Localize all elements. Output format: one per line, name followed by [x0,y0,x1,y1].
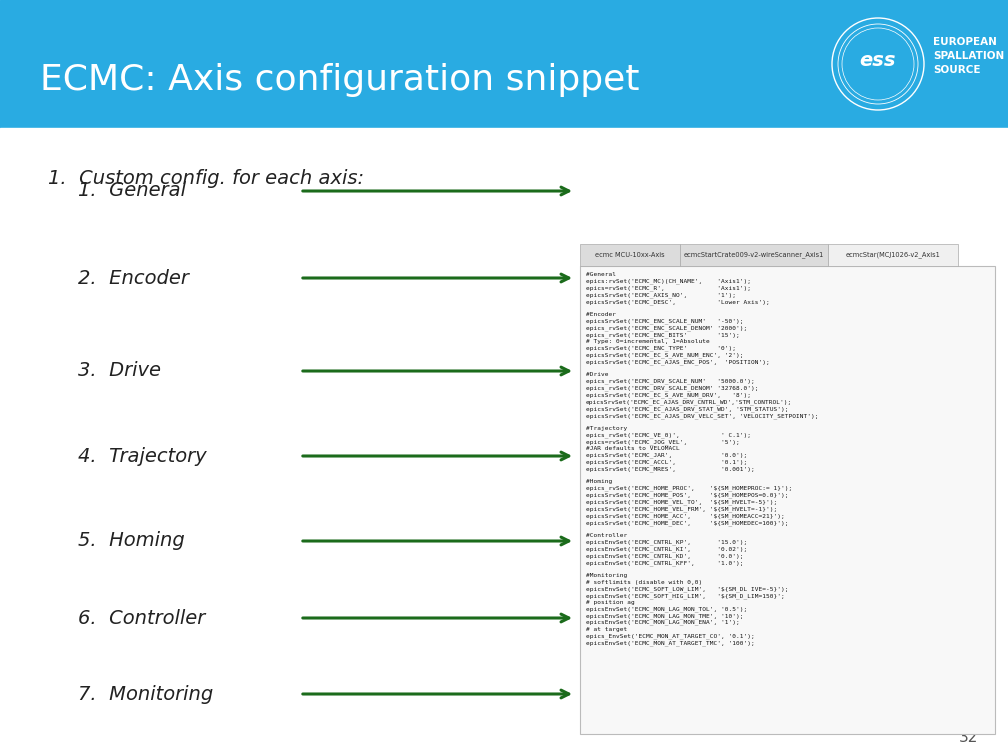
Text: ecmc MCU-10xx-Axis: ecmc MCU-10xx-Axis [595,252,665,258]
Text: EUROPEAN
SPALLATION
SOURCE: EUROPEAN SPALLATION SOURCE [933,37,1004,75]
Text: 3.  Drive: 3. Drive [78,361,161,380]
Text: 7.  Monitoring: 7. Monitoring [78,684,214,704]
Bar [680,244,828,266]
Text: 5.  Homing: 5. Homing [78,531,184,550]
Bar [580,266,995,734]
Bar [0,128,1008,756]
Text: 2.  Encoder: 2. Encoder [78,268,188,287]
Bar [0,0,1008,128]
Text: 32: 32 [959,730,978,745]
Text: 4.  Trajectory: 4. Trajectory [78,447,207,466]
Text: #General
epics:rvSet('ECMC_MC)(CH_NAME',    'Axis1');
epics=rvSet('ECMC_R',     : #General epics:rvSet('ECMC_MC)(CH_NAME',… [586,272,818,646]
Text: 1.  General: 1. General [78,181,186,200]
Text: ecmcStar(MCJ1026-v2_Axis1: ecmcStar(MCJ1026-v2_Axis1 [846,252,940,259]
Text: ecmcStartCrate009-v2-wireScanner_Axis1: ecmcStartCrate009-v2-wireScanner_Axis1 [683,252,825,259]
Text: ECMC: Axis configuration snippet: ECMC: Axis configuration snippet [40,63,639,97]
Bar [828,244,958,266]
Text: 1.  Custom config. for each axis:: 1. Custom config. for each axis: [48,169,364,187]
Text: 6.  Controller: 6. Controller [78,609,206,627]
Bar [580,244,680,266]
Text: ess: ess [860,51,896,70]
